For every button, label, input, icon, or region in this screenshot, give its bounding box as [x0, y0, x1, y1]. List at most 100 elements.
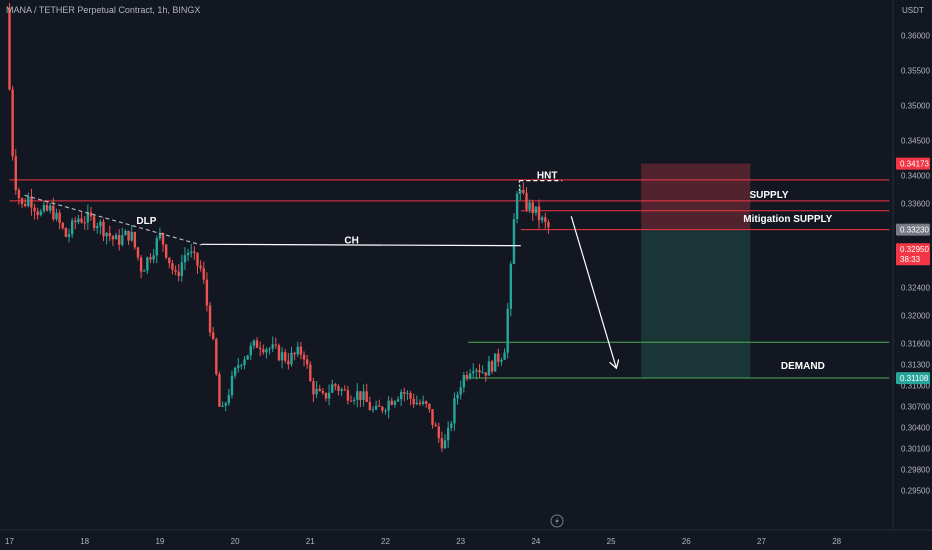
candle-body [296, 346, 299, 355]
candle-body [221, 405, 224, 407]
candle-body [403, 391, 406, 394]
currency-unit-label: USDT [902, 6, 924, 15]
price-tick-label: 0.36000 [901, 32, 930, 41]
annotation-supply: SUPPLY [749, 190, 788, 201]
candle-body [428, 403, 431, 410]
candle-body [45, 205, 49, 211]
candle-body [468, 373, 472, 378]
candle-body [186, 252, 190, 256]
candle-body [205, 279, 209, 306]
candle-body [512, 219, 516, 264]
candle-body [177, 271, 180, 276]
candle-body [8, 7, 11, 90]
candle-body [547, 222, 550, 228]
candle-body [387, 400, 390, 411]
candle-body [437, 426, 440, 439]
candle-body [77, 218, 80, 223]
candle-body [371, 409, 375, 411]
candle-body [55, 212, 58, 220]
candle-body [27, 196, 30, 207]
candle-body [255, 340, 259, 348]
candle-body [146, 257, 149, 271]
candle-body [61, 222, 64, 228]
chart-title: MANA / TETHER Perpetual Contract, 1h, BI… [6, 5, 201, 15]
annotation-ch: CH [344, 236, 358, 247]
candle-body [230, 375, 234, 396]
candle-body [305, 359, 309, 365]
price-tag-label: 0.33230 [900, 226, 929, 235]
candle-body [124, 230, 127, 236]
candle-body [443, 440, 447, 449]
candle-body [183, 255, 187, 263]
candle-body [378, 405, 381, 407]
candle-body [80, 218, 83, 223]
candle-body [252, 340, 256, 346]
candle-body [425, 401, 428, 404]
candle-body [475, 369, 478, 372]
candle-body [515, 193, 519, 220]
candle-body [368, 402, 372, 411]
candle-body [374, 405, 378, 410]
candle-body [36, 211, 39, 216]
candle-body [274, 344, 278, 346]
candle-body [481, 372, 484, 374]
candle-body [406, 393, 409, 395]
candle-body [237, 365, 240, 368]
candle-body [309, 364, 312, 382]
time-tick-label: 27 [757, 537, 766, 546]
candle-body [465, 374, 469, 378]
candle-body [290, 352, 293, 365]
lightning-icon[interactable] [550, 514, 564, 528]
price-tag [896, 223, 930, 236]
candle-body [506, 308, 509, 353]
candle-body [246, 355, 249, 360]
time-tick-label: 20 [231, 537, 240, 546]
candle-body [450, 423, 453, 428]
candle-body [158, 233, 162, 239]
candle-body [280, 352, 284, 361]
candle-body [224, 403, 227, 406]
candle-body [149, 257, 152, 260]
candle-body [440, 438, 444, 449]
price-tag-label: 0.34173 [900, 160, 929, 169]
candle-body [409, 393, 412, 399]
candle-body [453, 398, 456, 424]
candle-body [459, 387, 462, 395]
annotations-layer: DLP CH HNT SUPPLY Mitigation SUPPLY DEMAND [136, 171, 832, 372]
candle-body [265, 349, 268, 353]
time-axis[interactable]: 17 18 19 20 21 22 23 24 25 26 27 28 [5, 537, 842, 546]
countdown-label: 38:33 [900, 255, 921, 264]
candle-body [500, 359, 503, 362]
candle-body [114, 235, 118, 240]
candle-body [268, 348, 271, 350]
candle-body [446, 427, 450, 441]
price-tick-label: 0.33600 [901, 200, 930, 209]
candle-body [302, 354, 306, 360]
candle-body [490, 361, 494, 372]
time-tick-label: 26 [682, 537, 691, 546]
price-tick-label: 0.30700 [901, 403, 930, 412]
candle-body [96, 226, 99, 229]
candle-body [136, 247, 140, 258]
candle-body [117, 235, 121, 245]
candle-body [343, 389, 346, 391]
candle-body [218, 374, 221, 407]
candle-body [83, 222, 86, 224]
ch-line [201, 243, 521, 247]
candle-body [199, 265, 202, 269]
candle-body [528, 202, 531, 210]
candle-body [180, 262, 184, 276]
candle-body [312, 381, 315, 395]
candle-body [111, 236, 115, 240]
zones-layer [641, 163, 751, 379]
time-tick-label: 28 [832, 537, 841, 546]
candle-body [89, 212, 93, 217]
candle-body [262, 349, 265, 353]
candle-body [258, 347, 262, 350]
candle-body [356, 391, 359, 400]
price-tick-label: 0.31600 [901, 340, 930, 349]
candle-body [493, 353, 497, 372]
